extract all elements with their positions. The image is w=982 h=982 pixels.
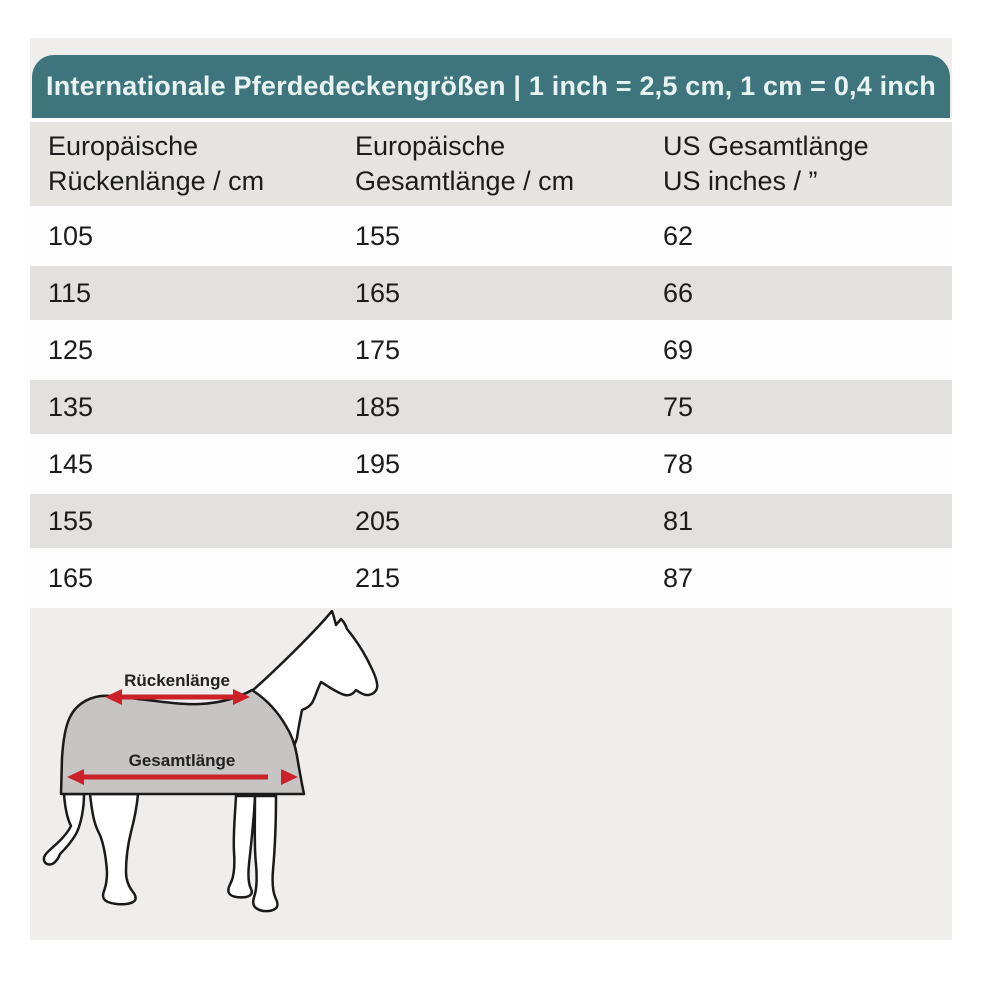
- column-header-line: US Gesamtlänge: [663, 131, 869, 161]
- cell-total-length: 205: [355, 505, 401, 536]
- cell-total-length: 185: [355, 391, 401, 422]
- cell-back-length: 135: [48, 391, 94, 422]
- divider: [30, 118, 952, 122]
- total-length-label: Gesamtlänge: [129, 751, 236, 770]
- cell-us-inches: 66: [663, 277, 694, 308]
- horse-front-leg-far: [227, 794, 257, 899]
- column-header-line: Rückenlänge / cm: [48, 166, 265, 196]
- table-row: 125 175 69: [30, 323, 952, 380]
- horse-diagram: Rückenlänge Gesamtlänge: [42, 610, 379, 913]
- page-title: Internationale Pferdedeckengrößen | 1 in…: [46, 71, 936, 101]
- cell-back-length: 105: [48, 220, 94, 251]
- table-row: 115 165 66: [30, 266, 952, 323]
- title-bar: Internationale Pferdedeckengrößen | 1 in…: [32, 55, 950, 118]
- table-row: 145 195 78: [30, 437, 952, 494]
- horse-hind-leg-lifted: [42, 792, 86, 866]
- table-row: 135 185 75: [30, 380, 952, 437]
- cell-us-inches: 69: [663, 334, 694, 365]
- blanket-shape: [59, 688, 306, 796]
- column-header-line: US inches / ”: [663, 166, 818, 196]
- column-header-line: Gesamtlänge / cm: [355, 166, 575, 196]
- total-length-arrow: [67, 769, 298, 785]
- horse-illustration: Rückenlänge Gesamtlänge: [30, 608, 952, 941]
- table-rows: 105 155 62 115 165 66 125 175 69 135 185…: [30, 209, 952, 608]
- column-header-line: Europäische: [355, 131, 506, 161]
- cell-back-length: 165: [48, 562, 94, 593]
- size-chart-card: Internationale Pferdedeckengrößen | 1 in…: [30, 38, 952, 940]
- cell-us-inches: 75: [663, 391, 694, 422]
- cell-back-length: 125: [48, 334, 94, 365]
- column-header-total-length: Europäische Gesamtlänge / cm: [355, 129, 663, 199]
- cell-back-length: 155: [48, 505, 94, 536]
- horse-front-leg-near: [252, 794, 279, 913]
- cell-us-inches: 62: [663, 220, 694, 251]
- back-length-label: Rückenlänge: [124, 671, 230, 690]
- horse-head-neck: [250, 610, 379, 754]
- column-header-line: Europäische: [48, 131, 199, 161]
- column-header-back-length: Europäische Rückenlänge / cm: [48, 129, 355, 199]
- back-length-arrow: [105, 689, 250, 705]
- table-header-row: Europäische Rückenlänge / cm Europäische…: [30, 122, 952, 209]
- cell-back-length: 145: [48, 448, 94, 479]
- column-header-us-length: US Gesamtlänge US inches / ”: [663, 129, 952, 199]
- cell-total-length: 215: [355, 562, 401, 593]
- cell-back-length: 115: [48, 277, 92, 308]
- size-table: Europäische Rückenlänge / cm Europäische…: [30, 122, 952, 608]
- cell-total-length: 175: [355, 334, 401, 365]
- cell-us-inches: 87: [663, 562, 694, 593]
- cell-us-inches: 78: [663, 448, 694, 479]
- table-row: 155 205 81: [30, 494, 952, 551]
- table-row: 165 215 87: [30, 551, 952, 608]
- cell-total-length: 155: [355, 220, 401, 251]
- cell-total-length: 165: [355, 277, 401, 308]
- table-row: 105 155 62: [30, 209, 952, 266]
- cell-total-length: 195: [355, 448, 401, 479]
- horse-hind-leg: [88, 792, 140, 906]
- cell-us-inches: 81: [663, 505, 694, 536]
